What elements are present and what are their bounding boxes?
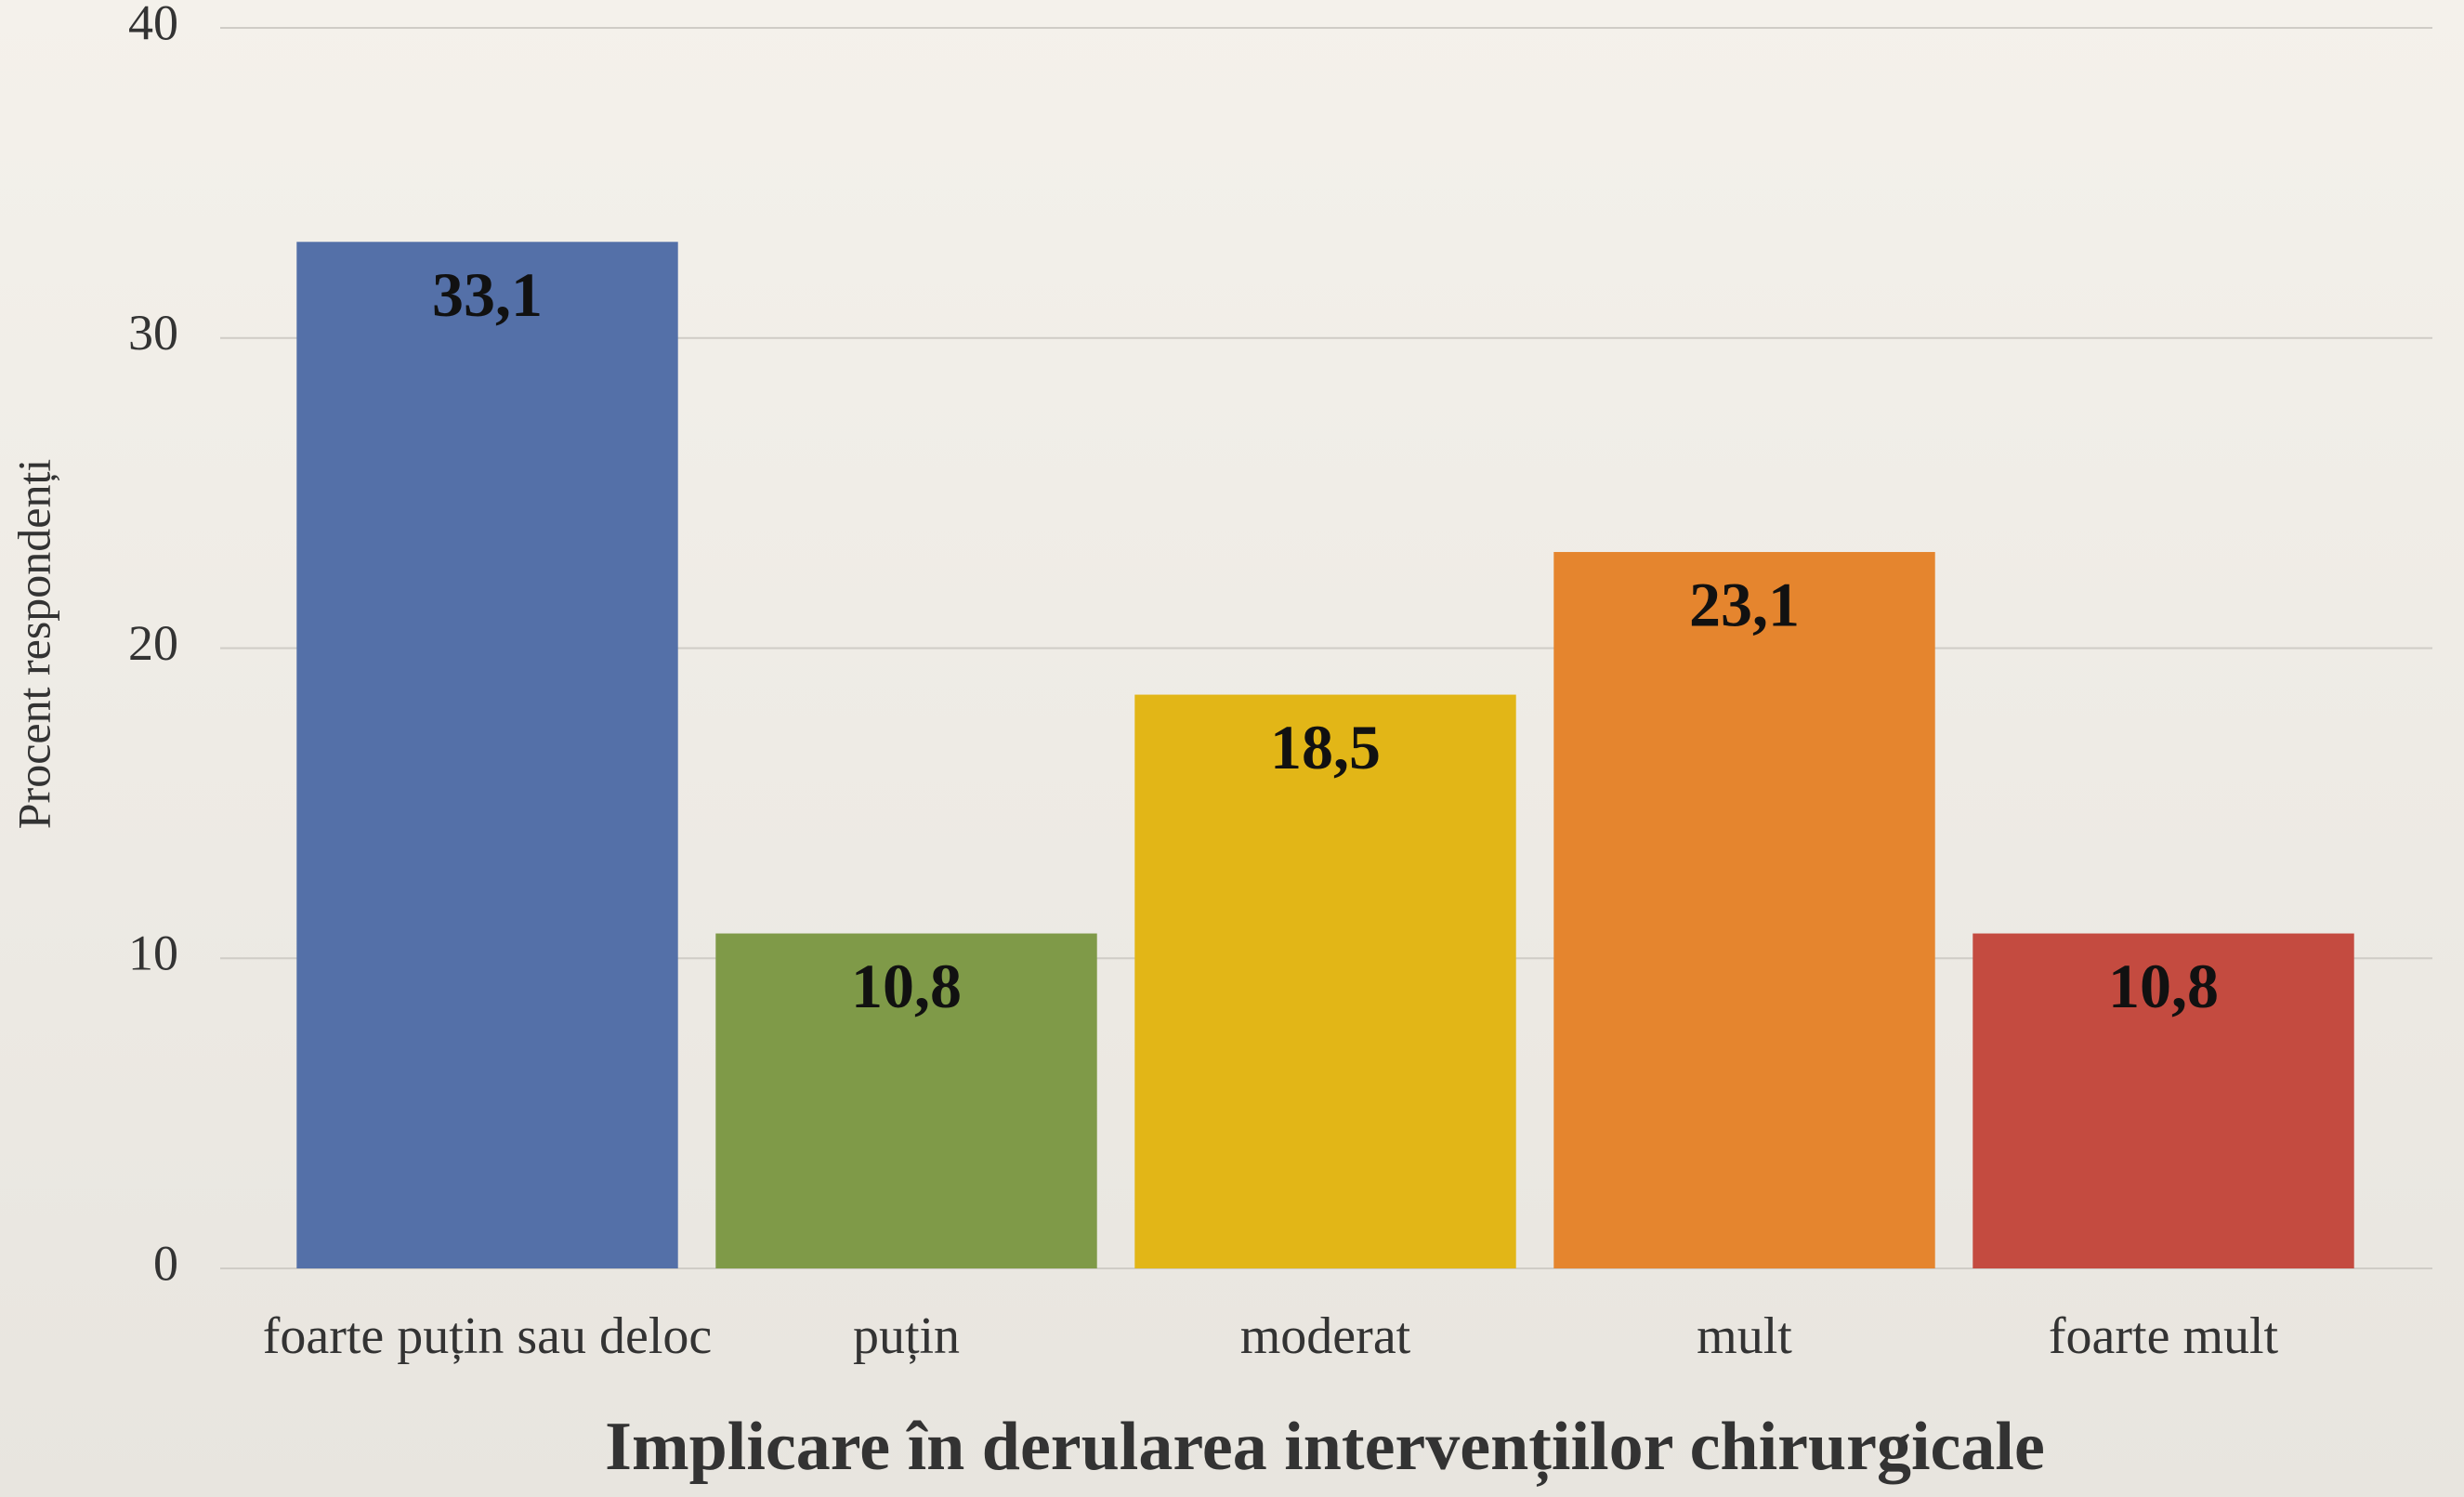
x-tick-label: mult	[1697, 1307, 1792, 1365]
y-axis-label: Procent respondenți	[7, 459, 59, 830]
value-label: 23,1	[1689, 570, 1800, 640]
x-tick-label: foarte mult	[2049, 1307, 2279, 1365]
chart-title: Implicare în derularea intervențiilor ch…	[605, 1409, 2045, 1487]
value-label: 10,8	[2108, 951, 2219, 1021]
x-tick-label: moderat	[1240, 1307, 1411, 1365]
y-tick-label: 0	[153, 1235, 178, 1291]
y-tick-label: 10	[128, 926, 178, 981]
x-tick-label: foarte puțin sau deloc	[263, 1307, 713, 1365]
bar	[1973, 933, 2354, 1268]
bar	[296, 242, 678, 1269]
y-tick-label: 20	[128, 615, 178, 671]
bar	[1134, 694, 1516, 1268]
bar	[715, 933, 1097, 1268]
value-label: 18,5	[1270, 712, 1381, 782]
bar	[1553, 552, 1935, 1268]
value-label: 10,8	[851, 951, 962, 1021]
y-tick-label: 40	[128, 0, 178, 50]
value-label: 33,1	[432, 259, 543, 330]
y-tick-label: 30	[128, 305, 178, 361]
x-tick-label: puțin	[853, 1307, 960, 1365]
